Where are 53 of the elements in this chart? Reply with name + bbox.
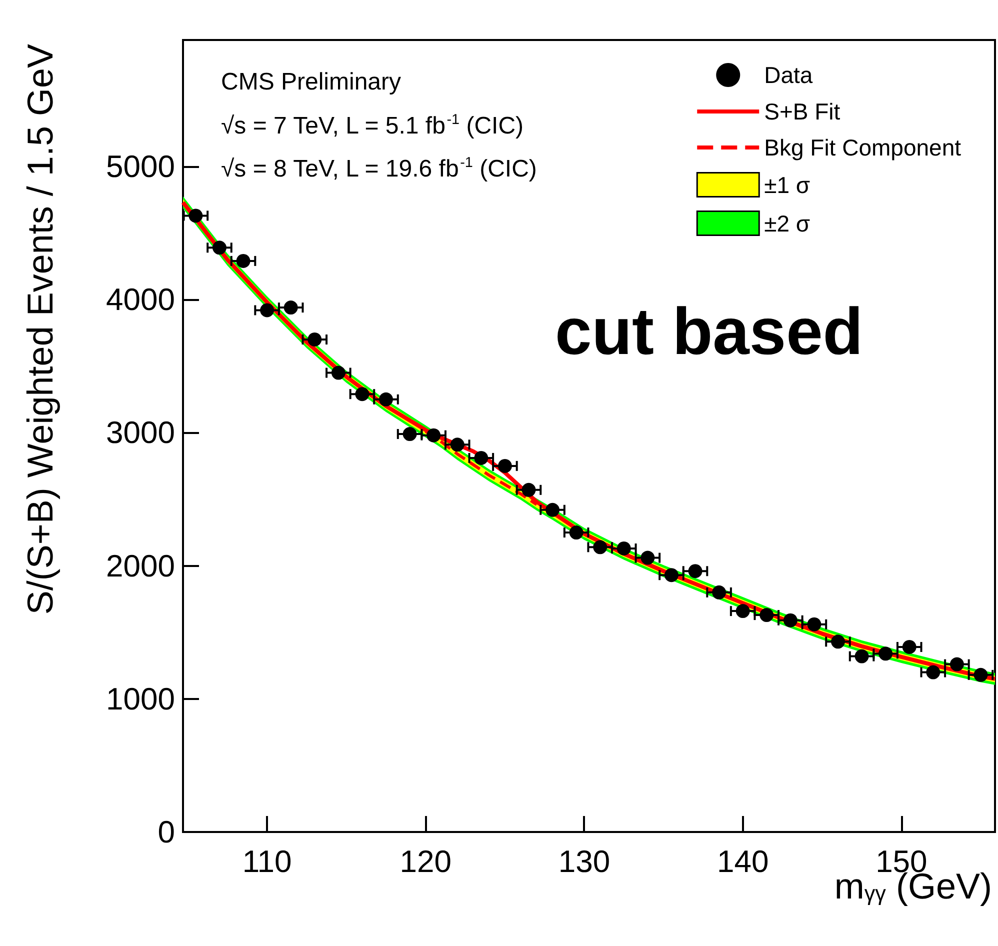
point xyxy=(498,458,512,473)
point xyxy=(593,540,608,554)
point xyxy=(688,564,702,578)
point xyxy=(902,640,916,654)
legend-label: S+B Fit xyxy=(764,98,841,124)
point xyxy=(807,617,822,632)
point xyxy=(308,332,322,346)
point xyxy=(402,427,417,441)
point xyxy=(188,208,203,223)
point xyxy=(760,608,774,622)
point xyxy=(546,502,560,517)
x-tick-label: 110 xyxy=(242,844,292,879)
point xyxy=(950,657,964,672)
legend-label: ±2 σ xyxy=(764,210,810,236)
legend-label: Data xyxy=(764,62,813,88)
annotation: cut based xyxy=(555,294,864,368)
y-tick-label: 5000 xyxy=(106,148,175,184)
point xyxy=(236,254,250,268)
point xyxy=(284,300,298,315)
x-tick-label: 130 xyxy=(558,844,610,879)
point xyxy=(974,668,988,682)
y-tick-label: 0 xyxy=(158,814,175,850)
y-tick-label: 1000 xyxy=(106,681,175,716)
point xyxy=(878,646,893,661)
point xyxy=(522,482,536,497)
point xyxy=(926,665,940,680)
point xyxy=(212,240,226,255)
y-tick-label: 2000 xyxy=(106,548,175,584)
line-series xyxy=(424,430,538,506)
point xyxy=(474,450,488,465)
point xyxy=(783,613,798,628)
x-tick-label: 120 xyxy=(400,844,452,879)
point xyxy=(736,604,750,618)
legend-label: Bkg Fit Component xyxy=(764,134,962,160)
y-axis-title: S/(S+B) Weighted Events / 1.5 GeV xyxy=(20,44,60,615)
point xyxy=(712,585,726,600)
legend-label: ±1 σ xyxy=(764,172,810,198)
point xyxy=(331,366,346,380)
annotation: CMS Preliminary xyxy=(221,68,402,96)
x-tick-label: 140 xyxy=(716,844,769,879)
point xyxy=(640,550,655,565)
y-tick-label: 4000 xyxy=(106,282,175,318)
point xyxy=(831,634,845,649)
point xyxy=(426,428,441,442)
point xyxy=(260,303,274,318)
y-tick-label: 3000 xyxy=(106,415,175,450)
point xyxy=(616,541,631,556)
point xyxy=(854,649,869,664)
point xyxy=(355,387,370,402)
point xyxy=(379,392,393,406)
point xyxy=(569,526,584,540)
point xyxy=(664,568,678,582)
point xyxy=(450,438,464,452)
